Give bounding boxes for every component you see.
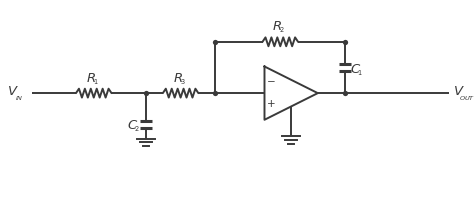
- Text: +: +: [267, 99, 276, 109]
- Text: $_1$: $_1$: [93, 78, 99, 87]
- Text: $_{IN}$: $_{IN}$: [15, 94, 24, 103]
- Text: $R$: $R$: [273, 20, 283, 33]
- Text: $_3$: $_3$: [180, 78, 185, 87]
- Text: $_2$: $_2$: [134, 125, 140, 134]
- Text: $_1$: $_1$: [357, 69, 363, 78]
- Text: $_{OUT}$: $_{OUT}$: [459, 94, 474, 103]
- Text: $R$: $R$: [173, 72, 182, 85]
- Text: $V$: $V$: [7, 85, 19, 98]
- Text: $C$: $C$: [350, 63, 361, 76]
- Text: $V$: $V$: [453, 85, 465, 98]
- Text: $_2$: $_2$: [280, 25, 285, 35]
- Text: $R$: $R$: [86, 72, 96, 85]
- Text: −: −: [267, 77, 276, 87]
- Text: $C$: $C$: [127, 119, 138, 132]
